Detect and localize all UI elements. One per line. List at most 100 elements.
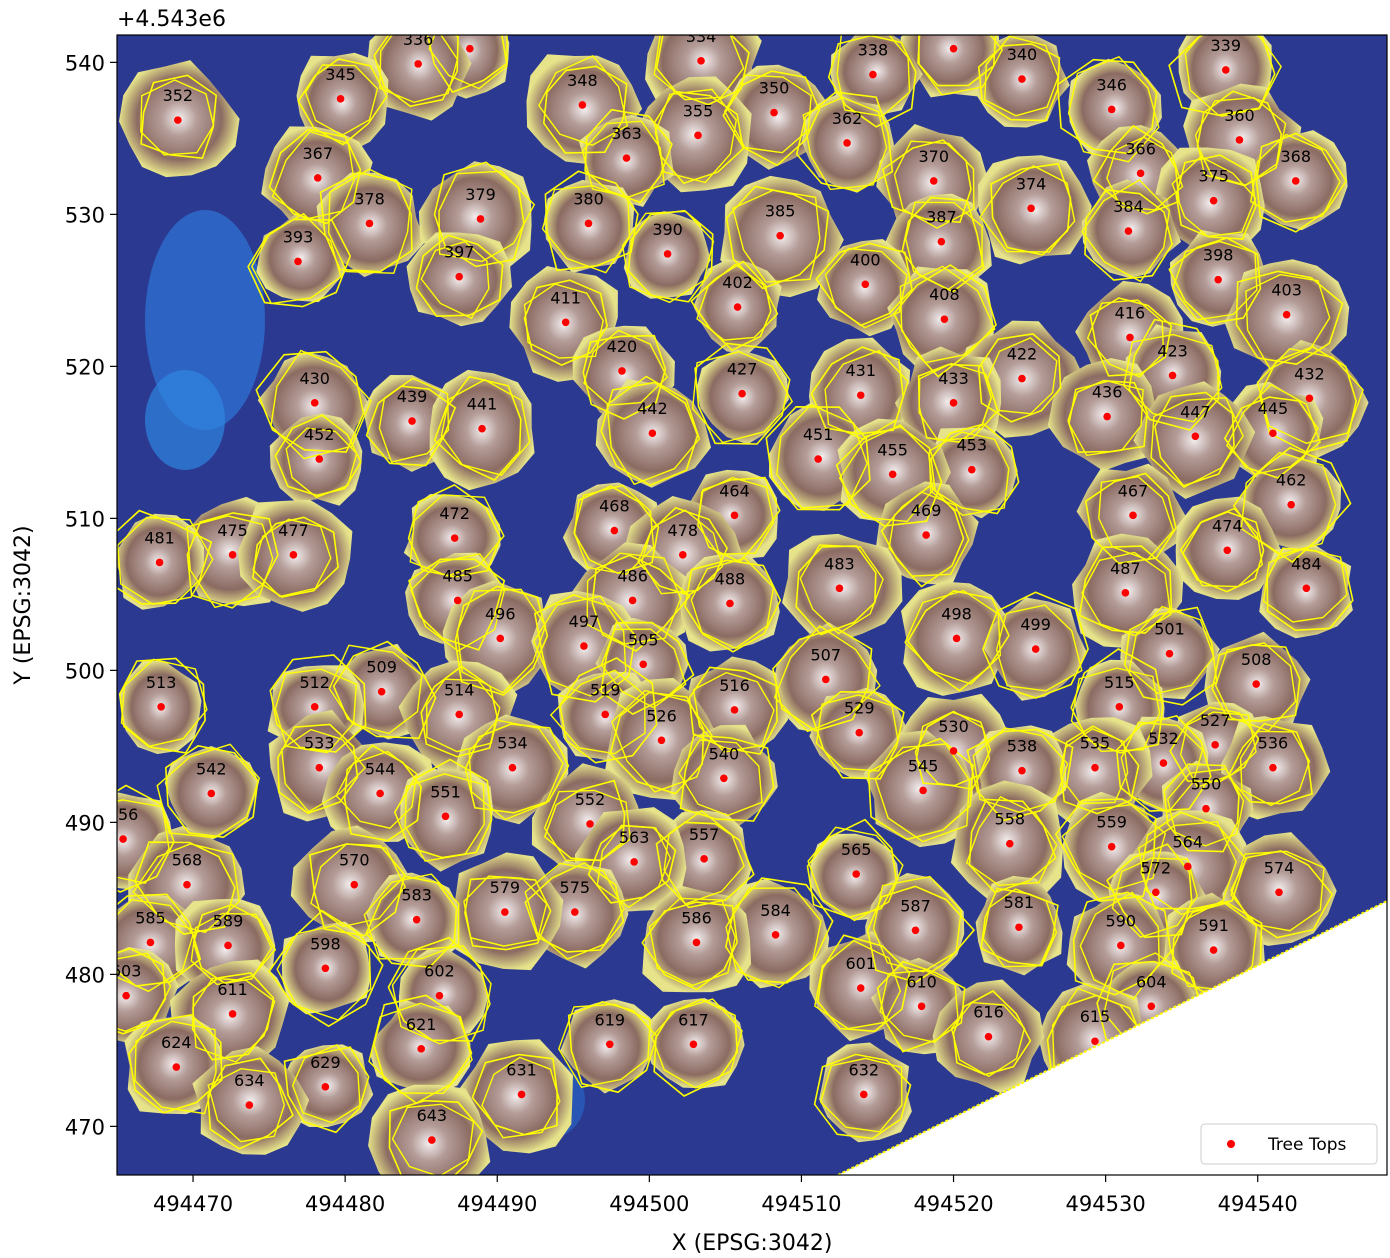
tree-top-481 bbox=[155, 558, 164, 567]
tree-top-568 bbox=[183, 880, 191, 889]
crown-canopy bbox=[459, 1039, 573, 1154]
crown-outline bbox=[343, 744, 422, 842]
tree-top-538 bbox=[1018, 766, 1026, 775]
tree-label-420: 420 bbox=[607, 337, 638, 356]
crown-outline-alt bbox=[438, 170, 536, 263]
crown-outline-alt bbox=[979, 165, 1076, 253]
crown-outline bbox=[765, 405, 871, 511]
tree-label-508: 508 bbox=[1241, 650, 1272, 669]
crown-outline bbox=[408, 558, 506, 651]
tree-label-379: 379 bbox=[465, 185, 496, 204]
tree-label-540: 540 bbox=[709, 744, 740, 763]
crown-outline-alt bbox=[251, 212, 342, 305]
tree-top-478 bbox=[678, 551, 687, 559]
crown-outline bbox=[1169, 706, 1260, 783]
tree-label-629: 629 bbox=[310, 1053, 341, 1072]
crown-outline-alt bbox=[904, 589, 1002, 685]
tree-label-624: 624 bbox=[161, 1033, 192, 1052]
crown-outline bbox=[1106, 843, 1193, 939]
tree-top-603 bbox=[122, 991, 130, 1000]
tree-label-398: 398 bbox=[1203, 246, 1234, 265]
crown-outline-alt bbox=[1179, 711, 1257, 788]
tree-label-590: 590 bbox=[1106, 911, 1137, 930]
crown-outline bbox=[543, 779, 626, 862]
tree-label-509: 509 bbox=[366, 658, 397, 677]
tree-top-363 bbox=[622, 154, 631, 162]
tree-top-615 bbox=[1091, 1037, 1099, 1046]
crown-outline bbox=[1175, 154, 1257, 240]
tree-label-451: 451 bbox=[803, 425, 834, 444]
crown-outline bbox=[600, 381, 699, 487]
tree-top-589 bbox=[224, 941, 232, 950]
crown-outline bbox=[464, 723, 570, 814]
tree-label-352: 352 bbox=[163, 86, 194, 105]
crown-outline bbox=[134, 841, 236, 935]
x-tick-label: 494470 bbox=[153, 1192, 233, 1216]
tree-label-393: 393 bbox=[283, 227, 314, 246]
tree-top-442 bbox=[648, 429, 657, 438]
tree-label-551: 551 bbox=[430, 782, 461, 801]
tree-top-336 bbox=[414, 60, 422, 68]
crown-outline-alt bbox=[291, 1044, 361, 1124]
tree-top-584 bbox=[771, 931, 780, 939]
tree-label-530: 530 bbox=[938, 717, 969, 736]
crown-outline-alt bbox=[117, 516, 214, 605]
tree-top-403 bbox=[1282, 310, 1291, 319]
tree-top-362 bbox=[843, 139, 851, 147]
crown-outline bbox=[722, 70, 821, 167]
crown-outline bbox=[420, 665, 498, 758]
crown-outline-alt bbox=[983, 35, 1059, 117]
crown-outline bbox=[1154, 391, 1235, 487]
tree-top-352 bbox=[174, 116, 182, 124]
crown-outline-alt bbox=[972, 727, 1069, 813]
crown-outline-alt bbox=[280, 728, 366, 813]
tree-top-431 bbox=[856, 391, 865, 400]
tree-top-515 bbox=[1115, 703, 1124, 711]
crown-outline bbox=[1123, 606, 1218, 706]
crown-outline-alt bbox=[918, 362, 999, 442]
tree-label-332: 332 bbox=[938, 15, 969, 34]
tree-label-477: 477 bbox=[278, 521, 309, 540]
tree-top-512 bbox=[310, 703, 319, 711]
tree-top-432 bbox=[1305, 394, 1314, 403]
crown-outline-alt bbox=[691, 350, 794, 444]
crown-outline bbox=[694, 342, 791, 445]
tree-label-367: 367 bbox=[302, 144, 333, 163]
tree-top-485 bbox=[453, 596, 462, 605]
crown-outline bbox=[308, 843, 406, 937]
tree-top-384 bbox=[1124, 227, 1133, 235]
plot-area: 325 332 334 336 338 339 340 345 346 348 350 352 355 3… bbox=[117, 15, 1387, 1175]
crown-outline-alt bbox=[537, 55, 629, 146]
crown-outline-alt bbox=[207, 1067, 286, 1143]
tree-top-378 bbox=[365, 219, 374, 228]
tree-top-572 bbox=[1152, 888, 1160, 897]
tree-label-390: 390 bbox=[652, 220, 683, 239]
crown-outline-alt bbox=[1111, 857, 1199, 938]
plot-frame bbox=[116, 34, 1388, 1176]
crown-canopy bbox=[560, 999, 653, 1094]
crown-outline-alt bbox=[1086, 299, 1165, 378]
tree-top-559 bbox=[1107, 842, 1116, 851]
legend-label: Tree Tops bbox=[1267, 1135, 1347, 1155]
crown-outline bbox=[724, 877, 834, 984]
tree-label-610: 610 bbox=[906, 972, 937, 991]
crown-outline bbox=[544, 170, 639, 272]
tree-top-355 bbox=[694, 131, 702, 140]
tree-label-519: 519 bbox=[590, 680, 621, 699]
crown-outline bbox=[1168, 35, 1276, 117]
tree-label-348: 348 bbox=[567, 71, 598, 90]
tree-top-422 bbox=[1018, 374, 1026, 383]
crown-outline-alt bbox=[391, 945, 492, 1045]
tree-label-572: 572 bbox=[1141, 858, 1172, 877]
crown-outline-alt bbox=[836, 35, 911, 117]
tree-top-540 bbox=[720, 774, 728, 783]
crown-outline bbox=[906, 589, 1010, 692]
crown-outline-alt bbox=[190, 912, 273, 986]
tree-top-439 bbox=[408, 417, 416, 425]
crown-outline-alt bbox=[814, 939, 902, 1030]
tree-top-591 bbox=[1209, 946, 1218, 954]
crown-outline-alt bbox=[640, 509, 724, 595]
tree-top-472 bbox=[450, 534, 459, 542]
tree-label-464: 464 bbox=[719, 481, 750, 500]
